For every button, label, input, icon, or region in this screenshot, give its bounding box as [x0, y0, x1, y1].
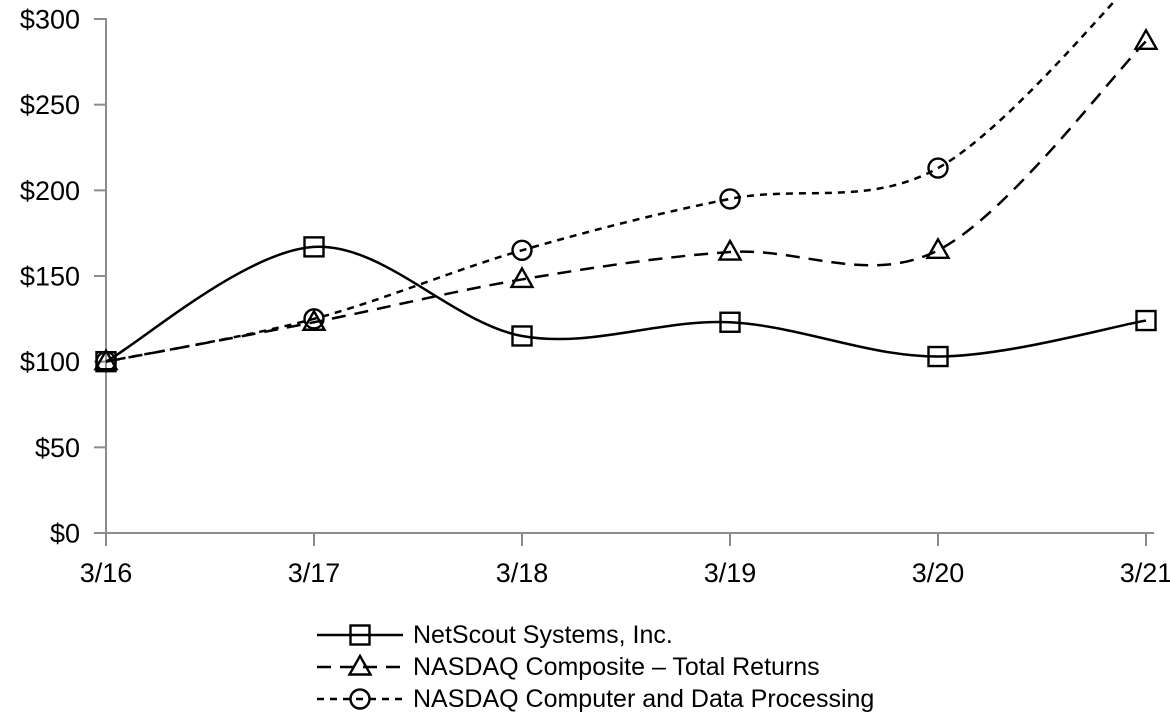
marker-triangle-3/21	[1133, 27, 1159, 50]
legend-item-nasdaq-computer: NASDAQ Computer and Data Processing	[316, 683, 874, 715]
y-tick-label: $250	[20, 90, 80, 120]
x-tick-label: 3/18	[496, 558, 549, 588]
marker-circle-3/16	[95, 350, 117, 373]
x-tick-label: 3/21	[1120, 558, 1170, 588]
y-tick-label: $200	[20, 176, 80, 206]
legend-item-nasdaq-composite: NASDAQ Composite – Total Returns	[316, 651, 874, 683]
legend-marker-circle	[349, 688, 371, 710]
legend-sample-solid-square-icon	[317, 624, 403, 646]
marker-square-3/19	[719, 311, 741, 333]
marker-square-3/17	[303, 236, 325, 258]
y-tick-label: $150	[20, 262, 80, 292]
y-tick-label: $100	[20, 347, 80, 377]
x-tick-label: 3/17	[288, 558, 341, 588]
legend-label: NASDAQ Computer and Data Processing	[413, 684, 875, 713]
legend-label: NASDAQ Composite – Total Returns	[413, 652, 820, 681]
legend-sample-dash-triangle-icon	[317, 654, 403, 676]
x-tick-label: 3/19	[704, 558, 757, 588]
marker-triangle-3/18	[509, 265, 535, 289]
legend-item-netscout: NetScout Systems, Inc.	[316, 619, 874, 651]
x-tick-label: 3/20	[912, 558, 965, 588]
legend-marker-triangle	[347, 654, 373, 676]
x-tick-label: 3/16	[80, 558, 133, 588]
marker-triangle-3/20	[925, 236, 951, 259]
y-tick-label: $300	[20, 5, 80, 35]
marker-square-3/20	[927, 345, 949, 368]
marker-square-3/21	[1135, 309, 1157, 332]
series-line-0	[105, 245, 1147, 363]
marker-circle-3/18	[511, 239, 533, 262]
legend-marker-square	[349, 624, 371, 646]
marker-circle-3/17	[303, 308, 325, 330]
y-tick-label: $0	[50, 519, 80, 549]
marker-circle-3/19	[719, 188, 741, 210]
marker-triangle-3/16	[93, 348, 119, 371]
y-tick-label: $50	[35, 433, 80, 463]
legend: NetScout Systems, Inc. NASDAQ Composite …	[316, 619, 874, 715]
marker-triangle-3/17	[301, 308, 327, 331]
marker-circle-3/20	[927, 157, 949, 179]
marker-triangle-3/19	[717, 238, 743, 261]
legend-label: NetScout Systems, Inc.	[413, 620, 673, 649]
marker-square-3/18	[511, 325, 533, 347]
series-line-2	[105, 0, 1118, 363]
legend-sample-dot-circle-icon	[317, 688, 403, 710]
series-line-1	[105, 40, 1147, 363]
